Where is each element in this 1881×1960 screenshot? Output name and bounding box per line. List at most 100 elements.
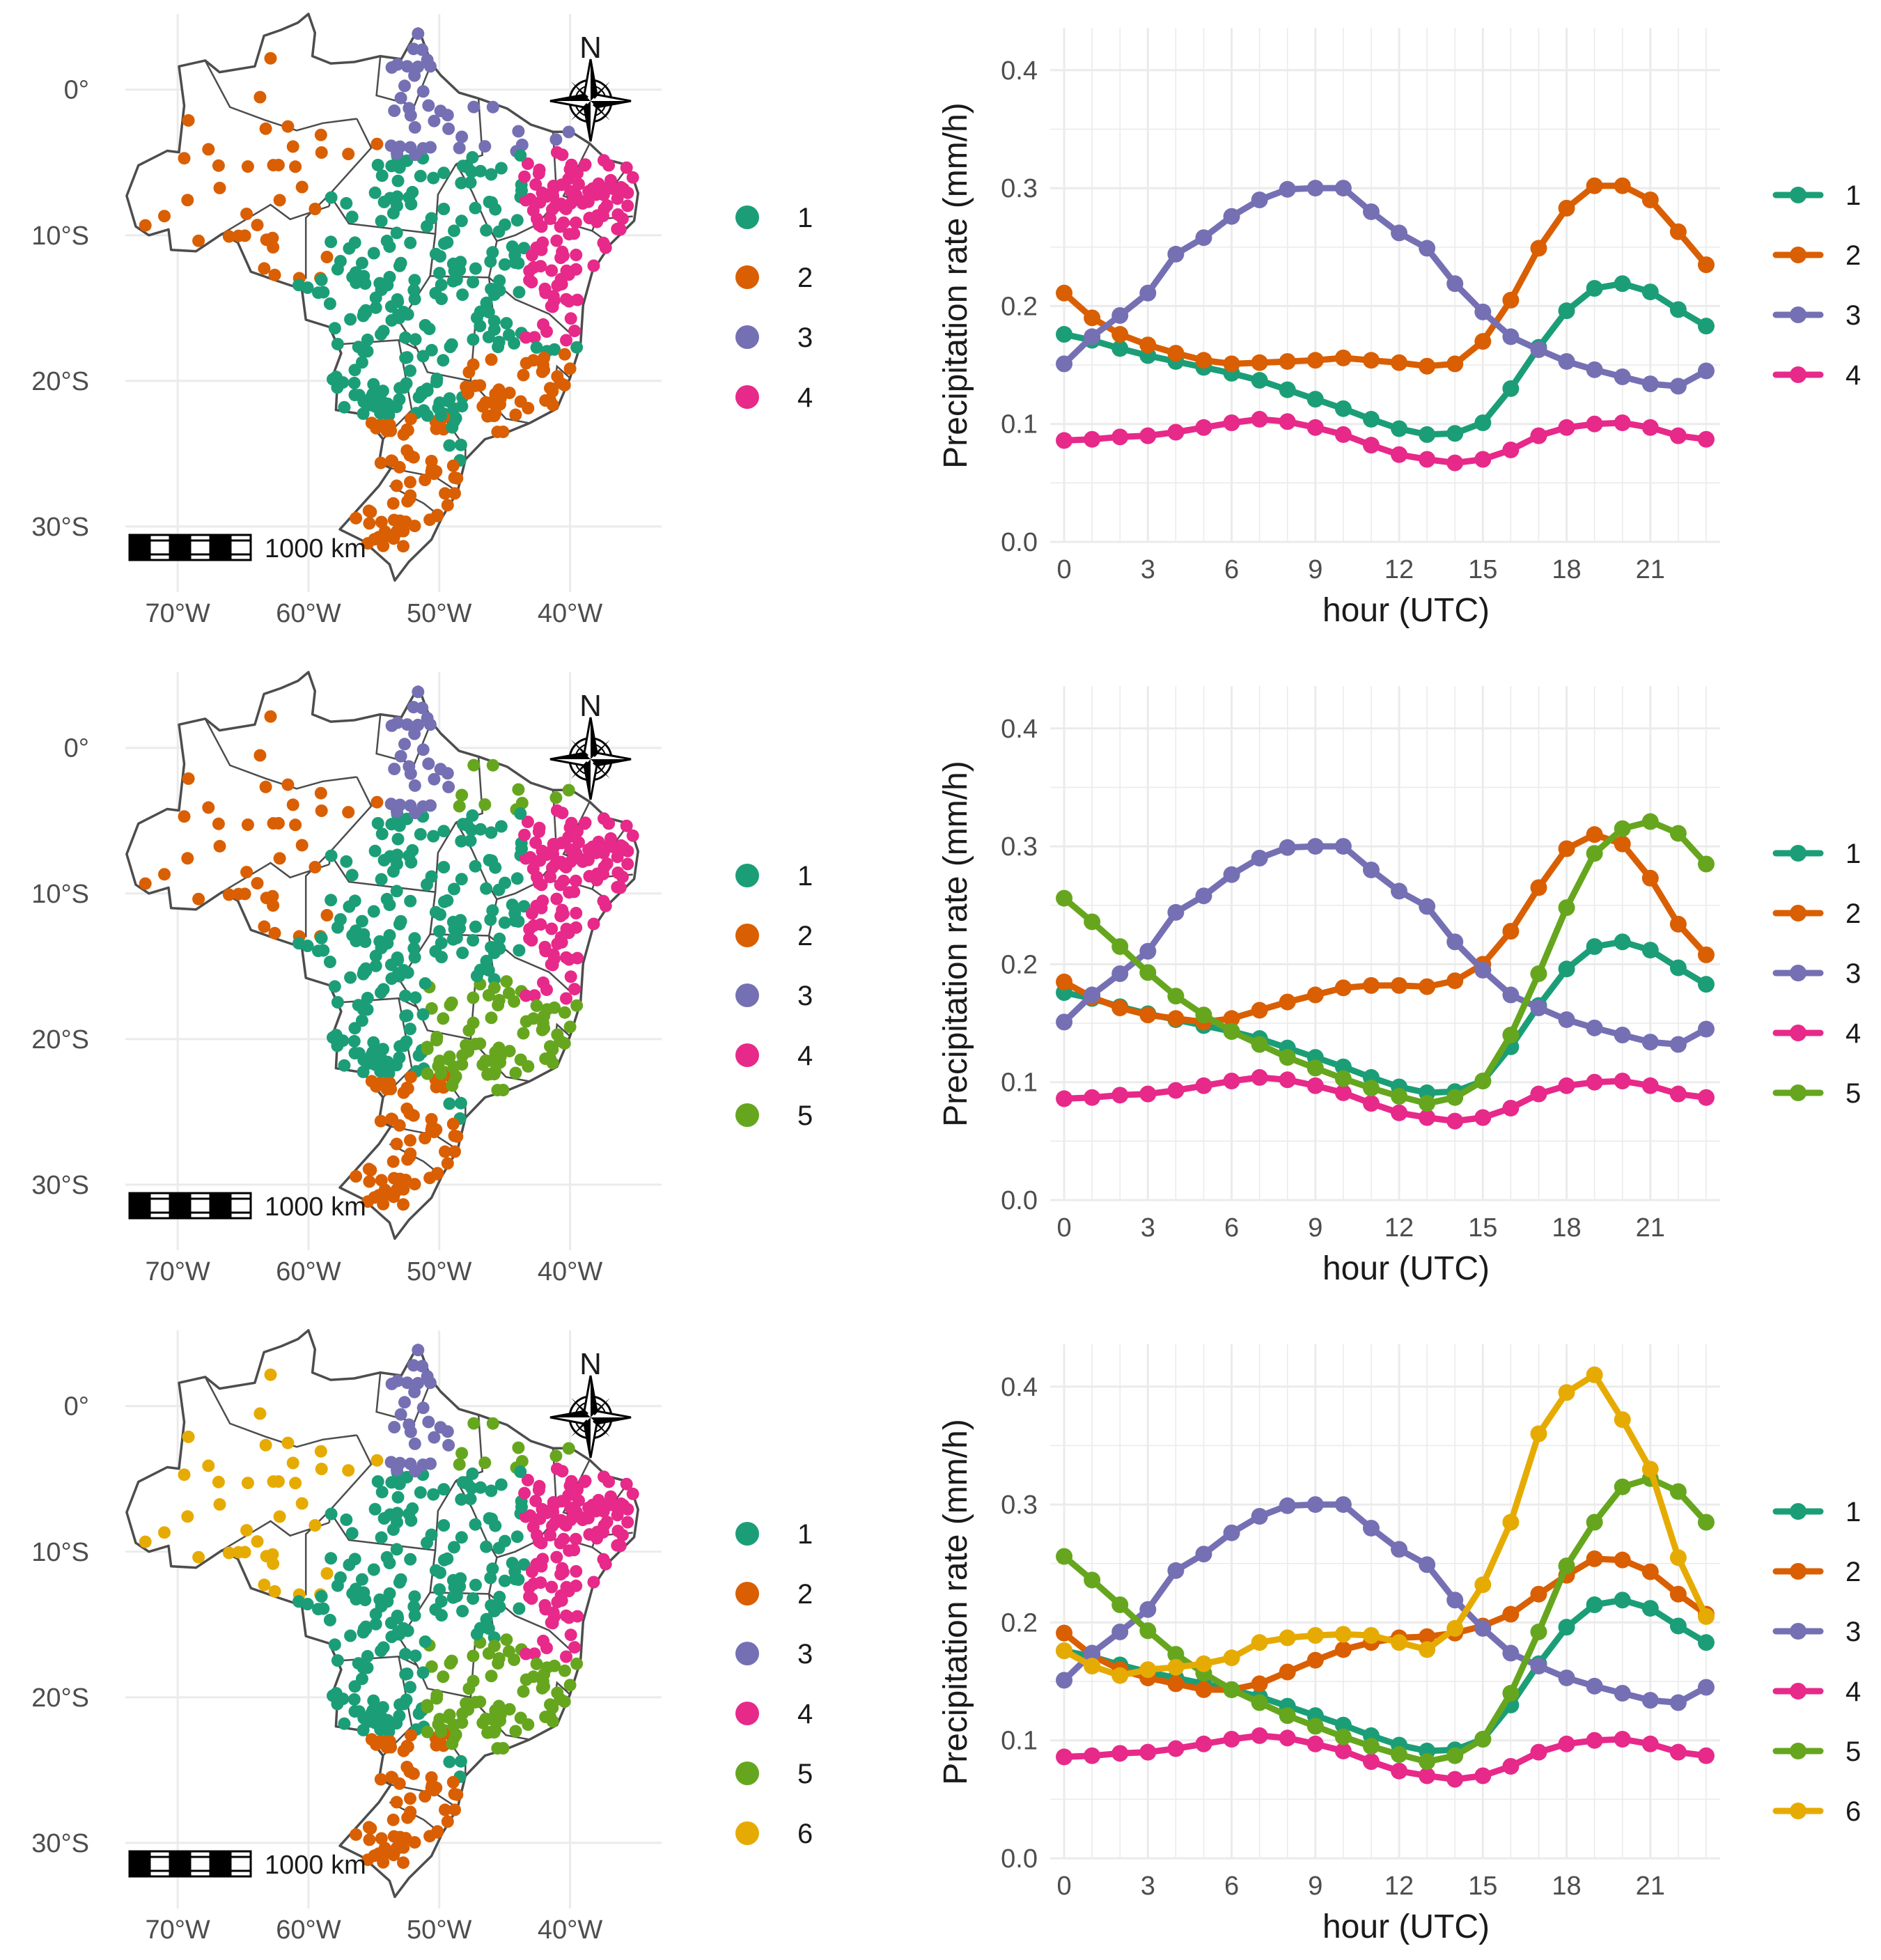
scale-segment	[189, 534, 212, 561]
station-dot	[572, 178, 585, 191]
data-point	[1279, 180, 1296, 198]
data-point	[1446, 933, 1464, 951]
station-dot	[513, 944, 526, 957]
station-dot	[587, 1576, 600, 1589]
station-dot	[408, 779, 421, 792]
data-point	[1391, 1088, 1408, 1105]
station-dot	[397, 524, 410, 538]
station-dot	[448, 265, 461, 278]
data-point	[1334, 1496, 1352, 1514]
station-dot	[540, 1642, 553, 1654]
station-dot	[408, 120, 421, 134]
data-point	[1139, 1661, 1157, 1679]
station-dot	[397, 540, 409, 553]
station-dot	[443, 392, 456, 405]
station-dot	[355, 256, 368, 270]
data-point	[1139, 1006, 1157, 1024]
station-dot	[555, 1594, 568, 1607]
station-dot	[343, 900, 356, 913]
data-point	[1251, 192, 1268, 209]
station-dot	[340, 855, 353, 868]
data-point	[1558, 960, 1575, 978]
station-dot	[365, 417, 378, 430]
data-point	[1362, 1519, 1380, 1537]
scale-bar: 1000 km	[128, 1192, 366, 1222]
station-dot	[550, 804, 563, 817]
compass-fill	[584, 1417, 591, 1458]
state-boundary	[329, 1434, 373, 1512]
data-point	[1391, 354, 1408, 371]
station-dot	[391, 1491, 405, 1504]
map-lat-label: 20°S	[31, 1025, 89, 1055]
data-point	[1167, 1658, 1185, 1676]
data-point	[1474, 1109, 1492, 1126]
data-point	[1084, 1658, 1101, 1675]
station-dot	[212, 1475, 225, 1488]
data-point	[1669, 427, 1687, 444]
data-point	[1558, 899, 1575, 917]
station-dot	[423, 718, 437, 731]
station-dot	[467, 1417, 481, 1430]
station-dot	[391, 1463, 403, 1477]
station-dot	[240, 208, 253, 221]
station-dot	[444, 1657, 457, 1670]
data-point	[1167, 345, 1185, 362]
station-dot	[550, 892, 563, 905]
data-point	[1530, 341, 1547, 359]
series-4	[1056, 1727, 1715, 1788]
station-dot	[394, 915, 407, 928]
data-point	[1530, 1000, 1547, 1017]
data-point	[1419, 426, 1436, 443]
station-dot	[523, 274, 536, 287]
station-dot	[317, 286, 330, 299]
station-dot	[394, 91, 407, 104]
station-dot	[289, 160, 302, 173]
station-dot	[387, 1155, 400, 1168]
scale-segment	[148, 534, 171, 561]
scale-segment	[189, 1192, 212, 1220]
station-dot	[523, 932, 536, 945]
station-dot	[453, 141, 466, 155]
data-point	[1697, 1634, 1715, 1651]
station-dot	[320, 909, 334, 921]
station-dot	[328, 322, 341, 335]
data-point	[1223, 1524, 1240, 1541]
station-dot	[528, 331, 541, 344]
station-dot	[559, 861, 572, 873]
station-dot	[328, 1638, 341, 1651]
station-dot	[563, 362, 577, 375]
x-tick-label: 18	[1552, 1872, 1581, 1901]
station-dot	[595, 867, 608, 880]
station-dot	[404, 894, 417, 908]
station-dot	[486, 1417, 499, 1430]
station-dot	[597, 894, 610, 908]
data-point	[1641, 869, 1659, 887]
station-dot	[569, 874, 582, 887]
data-point	[1111, 965, 1129, 982]
station-dot	[281, 1436, 295, 1449]
station-dot	[387, 513, 400, 527]
data-point	[1279, 1729, 1296, 1747]
station-dot	[309, 203, 322, 215]
station-dot	[514, 1465, 527, 1478]
station-dot	[320, 1567, 334, 1580]
station-dot	[544, 1710, 556, 1723]
station-dot	[345, 869, 359, 882]
scale-segment	[229, 1192, 252, 1220]
station-dot	[383, 1735, 396, 1748]
data-point	[1306, 1077, 1324, 1094]
station-dot	[514, 807, 527, 820]
station-dot	[616, 212, 629, 225]
data-point	[1139, 1085, 1157, 1103]
legend-key-point	[1790, 1084, 1806, 1101]
station-dot	[474, 1481, 487, 1494]
station-dot	[517, 242, 531, 255]
station-dot	[538, 282, 552, 295]
data-point	[1530, 1658, 1547, 1675]
station-dot	[568, 850, 581, 863]
legend-key-point	[1790, 1743, 1806, 1759]
legend-label: 4	[1845, 1018, 1861, 1049]
data-point	[1419, 1556, 1436, 1573]
station-dot	[398, 1396, 411, 1409]
